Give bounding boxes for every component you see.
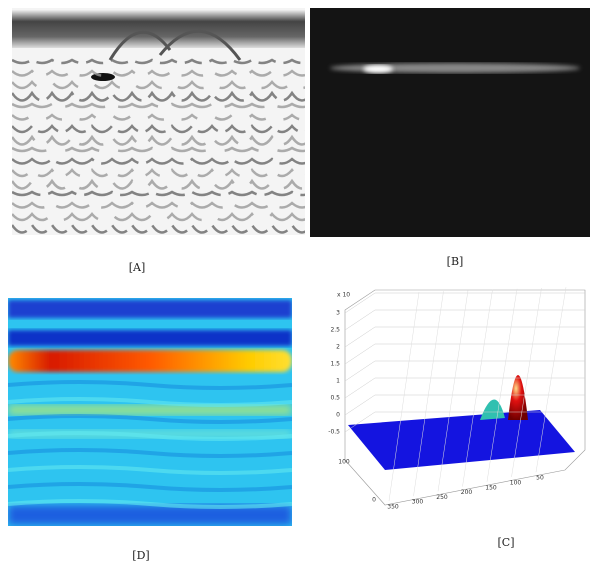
x-tick-label: 150: [485, 484, 497, 491]
x-tick-label: 350: [387, 504, 399, 511]
band: [8, 431, 292, 441]
x-tick-label: 50: [536, 475, 544, 482]
surface-floor: [348, 410, 575, 470]
grid-line: [511, 287, 542, 478]
band: [8, 465, 292, 475]
z-tick-label: -0.5: [328, 429, 340, 436]
grid-line: [388, 291, 420, 502]
band: [8, 505, 292, 525]
z-tick-label: 2.5: [330, 327, 340, 334]
y-tick-label: 100: [338, 459, 350, 466]
grid-line: [344, 343, 376, 365]
panel-c-plot: x 10 3 2.5 2 1.5 1 0.5 0 -0.5 350 300 250 200 150 100…: [328, 287, 586, 511]
reflection-line: [12, 168, 305, 178]
z-tick-label: 1.5: [330, 361, 340, 368]
x-tick-label: 300: [412, 499, 424, 506]
panel-label: [D]: [132, 549, 149, 562]
band: [8, 405, 292, 415]
grid-line: [437, 290, 469, 492]
band: [8, 397, 292, 407]
reflection-line: [12, 190, 305, 197]
reflection-line: [12, 222, 305, 234]
grid-line: [344, 360, 376, 382]
grid-line: [344, 377, 376, 399]
panel-b-image: [310, 8, 590, 237]
z-exponent: x 10: [337, 292, 350, 299]
band: [8, 499, 292, 509]
reflection-line: [12, 58, 305, 65]
surface-peak: [508, 375, 528, 420]
panel-label: [A]: [129, 261, 146, 274]
z-tick-label: 0: [336, 412, 340, 419]
z-tick-label: 0.5: [330, 395, 340, 402]
x-tick-label: 250: [436, 494, 448, 501]
reflection-line: [12, 157, 305, 165]
grid-line: [413, 291, 444, 497]
z-tick-label: 3: [336, 310, 340, 317]
grid-line: [344, 309, 376, 331]
grid-line: [344, 394, 376, 416]
grid-line: [344, 292, 376, 314]
x-tick-label: 200: [461, 489, 473, 496]
hot-band: [8, 350, 292, 372]
grid-line: [462, 289, 493, 487]
panel-a-image: [12, 8, 305, 235]
panel-d-image: [8, 298, 292, 526]
band: [8, 300, 292, 318]
x-tick-label: 100: [510, 480, 522, 487]
grid-line: [535, 287, 567, 473]
reflection-band: [330, 63, 580, 73]
z-tick-label: 1: [336, 378, 340, 385]
grid-line: [344, 411, 376, 433]
grid-line: [344, 326, 376, 348]
reflection-line: [12, 90, 305, 102]
reflection-line: [12, 201, 305, 209]
reflection-line: [12, 178, 305, 190]
band: [8, 482, 292, 492]
panel-label: [B]: [447, 255, 464, 268]
band: [8, 448, 292, 458]
y-tick-label: 0: [372, 497, 376, 504]
reflection-line: [12, 134, 305, 146]
reflection-line: [12, 113, 305, 121]
plot-box: [344, 289, 586, 506]
band: [8, 380, 292, 390]
background: [310, 8, 590, 237]
z-tick-label: 2: [336, 344, 340, 351]
reflection-line: [12, 69, 305, 77]
reflection-line: [12, 102, 305, 109]
grid-line: [486, 288, 518, 482]
panel-label: [C]: [498, 536, 515, 549]
band: [8, 330, 292, 346]
surface-band: [12, 10, 305, 48]
reflection-peak: [363, 65, 393, 73]
band: [8, 414, 292, 424]
reflection-line: [12, 80, 305, 90]
hyperbola: [108, 29, 242, 61]
reflection-line: [12, 124, 305, 134]
